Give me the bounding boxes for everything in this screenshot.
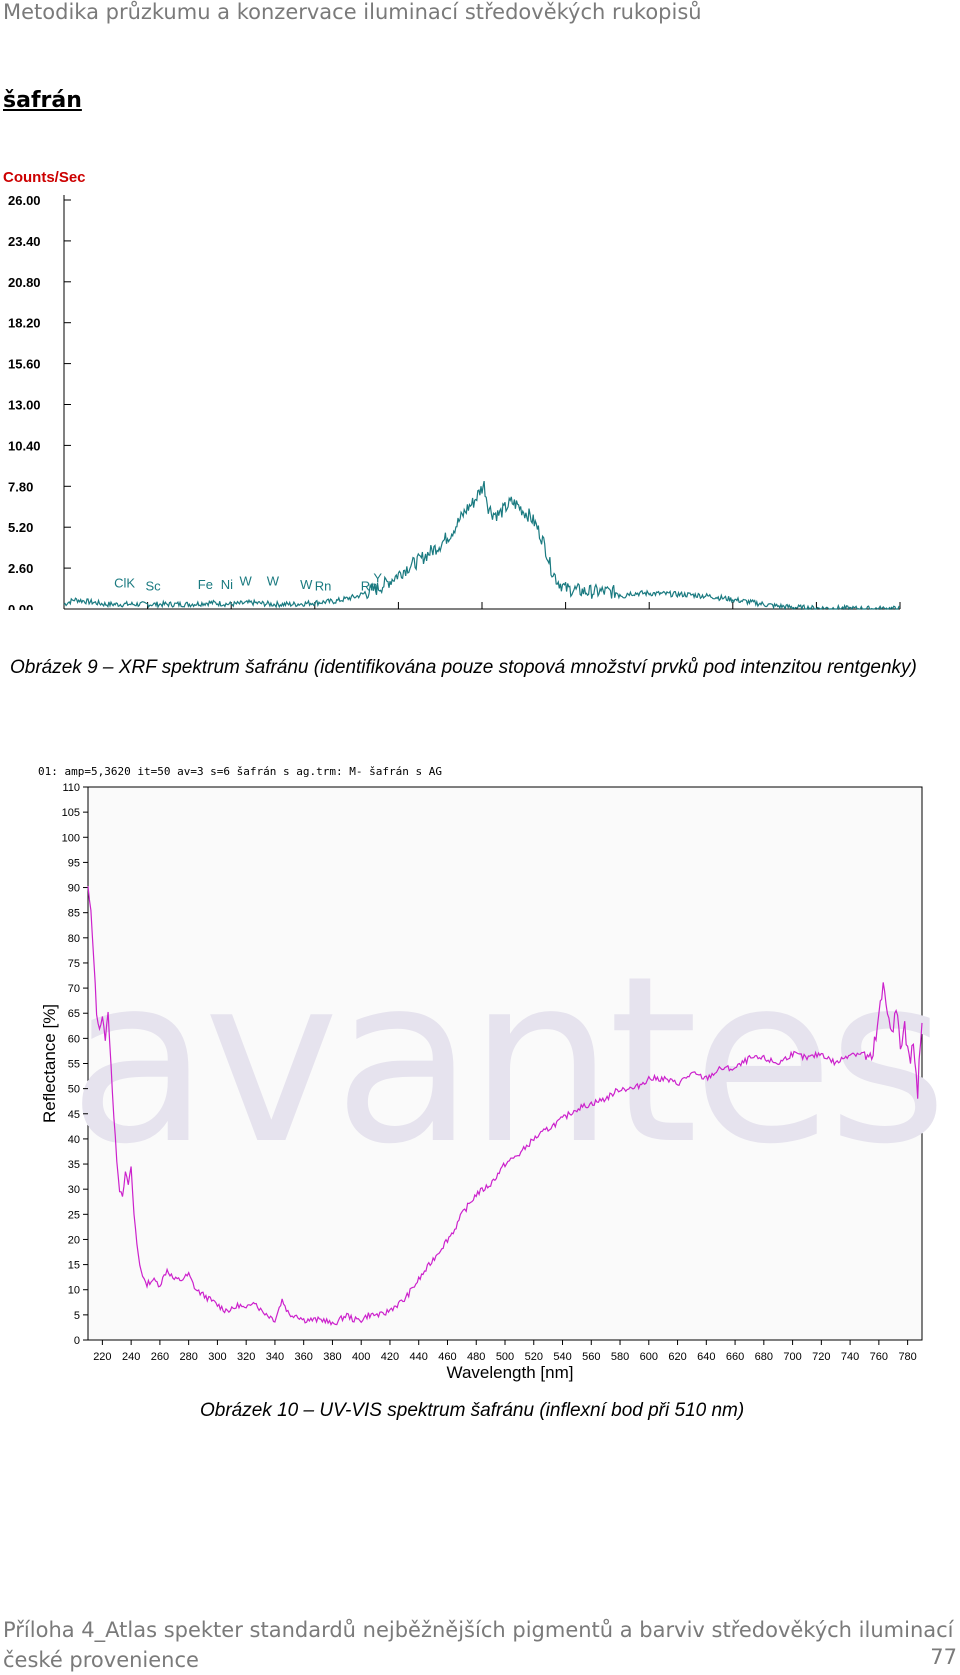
uv-x-tick-label: 580 bbox=[611, 1351, 629, 1363]
uv-y-tick-label: 90 bbox=[68, 883, 80, 895]
uv-ylabel: Reflectance [%] bbox=[40, 1004, 59, 1123]
uv-y-tick-label: 20 bbox=[68, 1234, 80, 1246]
uv-x-tick-label: 740 bbox=[841, 1351, 859, 1363]
uv-y-tick-label: 80 bbox=[68, 933, 80, 945]
uv-x-tick-label: 240 bbox=[122, 1351, 140, 1363]
uv-x-tick-label: 420 bbox=[381, 1351, 399, 1363]
uv-y-tick-label: 105 bbox=[62, 807, 80, 819]
uv-y-tick-label: 85 bbox=[68, 908, 80, 920]
xrf-element-label: ClK bbox=[114, 575, 135, 590]
xrf-element-label: W bbox=[240, 574, 253, 589]
uv-x-tick-label: 500 bbox=[496, 1351, 514, 1363]
uv-header-text: 01: amp=5,3620 it=50 av=3 s=6 šafrán s a… bbox=[38, 765, 442, 778]
uv-x-tick-label: 560 bbox=[582, 1351, 600, 1363]
uvvis-chart: 01: amp=5,3620 it=50 av=3 s=6 šafrán s a… bbox=[38, 765, 948, 1382]
uv-y-tick-label: 95 bbox=[68, 857, 80, 869]
uv-x-tick-label: 320 bbox=[237, 1351, 255, 1363]
running-header: Metodika průzkumu a konzervace iluminací… bbox=[3, 0, 702, 24]
uv-x-tick-label: 220 bbox=[93, 1351, 111, 1363]
uv-y-tick-label: 10 bbox=[68, 1285, 80, 1297]
xrf-element-label: W bbox=[267, 574, 280, 589]
uv-y-tick-label: 15 bbox=[68, 1260, 80, 1272]
uv-x-tick-label: 400 bbox=[352, 1351, 370, 1363]
uv-y-tick-label: 35 bbox=[68, 1159, 80, 1171]
uv-y-tick-label: 110 bbox=[62, 782, 80, 794]
figure10-caption: Obrázek 10 – UV-VIS spektrum šafránu (in… bbox=[200, 1400, 745, 1421]
uv-y-tick-label: 50 bbox=[68, 1084, 80, 1096]
xrf-series-line bbox=[63, 480, 901, 610]
uv-x-tick-label: 480 bbox=[467, 1351, 485, 1363]
xrf-y-tick-label: 5.20 bbox=[8, 520, 33, 535]
uv-x-tick-label: 700 bbox=[783, 1351, 801, 1363]
xrf-element-label: W bbox=[300, 577, 313, 592]
xrf-element-label: Rn bbox=[315, 578, 332, 593]
xrf-y-tick-label: 23.40 bbox=[8, 234, 41, 249]
uv-x-tick-label: 600 bbox=[640, 1351, 658, 1363]
xrf-y-tick-label: 10.40 bbox=[8, 438, 41, 453]
uv-x-tick-label: 280 bbox=[179, 1351, 197, 1363]
uv-x-tick-label: 680 bbox=[755, 1351, 773, 1363]
uv-x-tick-label: 440 bbox=[410, 1351, 428, 1363]
uv-x-tick-label: 460 bbox=[438, 1351, 456, 1363]
uv-y-tick-label: 100 bbox=[62, 832, 80, 844]
uv-x-tick-label: 540 bbox=[553, 1351, 571, 1363]
xrf-element-label: Sc bbox=[146, 578, 162, 593]
page-number: 77 bbox=[930, 1645, 957, 1669]
uv-y-tick-label: 60 bbox=[68, 1033, 80, 1045]
xrf-element-label: Fe bbox=[198, 577, 213, 592]
xrf-y-tick-label: 20.80 bbox=[8, 275, 41, 290]
uv-x-tick-label: 300 bbox=[208, 1351, 226, 1363]
xrf-y-tick-label: 26.00 bbox=[8, 193, 41, 208]
xrf-y-tick-label: 7.80 bbox=[8, 479, 33, 494]
xrf-chart: Counts/Sec 0.00 2.60 5.20 7.80 10.40 13.00 15.6… bbox=[3, 169, 901, 610]
section-title: šafrán bbox=[3, 88, 82, 113]
uv-x-tick-label: 640 bbox=[697, 1351, 715, 1363]
footer-text: Příloha 4_Atlas spekter standardů nejběž… bbox=[3, 1618, 954, 1672]
uv-y-tick-label: 55 bbox=[68, 1059, 80, 1071]
uv-y-tick-label: 30 bbox=[68, 1184, 80, 1196]
uv-y-tick-label: 75 bbox=[68, 958, 80, 970]
xrf-y-tick-label: 15.60 bbox=[8, 357, 41, 372]
uv-plot-area bbox=[87, 786, 923, 1341]
uv-x-tick-label: 520 bbox=[525, 1351, 543, 1363]
uv-x-tick-label: 380 bbox=[323, 1351, 341, 1363]
uv-x-tick-label: 760 bbox=[870, 1351, 888, 1363]
uv-xlabel: Wavelength [nm] bbox=[447, 1363, 574, 1382]
uv-y-tick-label: 45 bbox=[68, 1109, 80, 1121]
xrf-y-tick-label: 0.00 bbox=[8, 602, 33, 610]
uv-x-tick-label: 360 bbox=[295, 1351, 313, 1363]
uv-y-tick-label: 70 bbox=[68, 983, 80, 995]
uv-x-tick-label: 720 bbox=[812, 1351, 830, 1363]
figure9-caption: Obrázek 9 – XRF spektrum šafránu (identi… bbox=[10, 657, 917, 678]
uv-y-tick-label: 65 bbox=[68, 1008, 80, 1020]
xrf-element-label: Y bbox=[373, 571, 382, 586]
xrf-element-label: Ni bbox=[221, 577, 233, 592]
uv-y-tick-label: 5 bbox=[74, 1310, 80, 1322]
uv-y-tick-label: 40 bbox=[68, 1134, 80, 1146]
uv-x-tick-label: 340 bbox=[266, 1351, 284, 1363]
uv-x-tick-label: 620 bbox=[668, 1351, 686, 1363]
xrf-y-tick-label: 18.20 bbox=[8, 316, 41, 331]
xrf-ylabel: Counts/Sec bbox=[3, 169, 86, 186]
xrf-y-tick-label: 13.00 bbox=[8, 398, 41, 413]
uv-y-tick-label: 25 bbox=[68, 1209, 80, 1221]
uv-y-tick-label: 0 bbox=[74, 1335, 80, 1347]
xrf-element-label: Rn bbox=[361, 578, 378, 593]
uv-x-tick-label: 660 bbox=[726, 1351, 744, 1363]
uv-series-line bbox=[87, 886, 923, 1327]
uv-watermark: avantes bbox=[68, 928, 941, 1195]
uv-x-tick-label: 780 bbox=[898, 1351, 916, 1363]
uv-x-tick-label: 260 bbox=[151, 1351, 169, 1363]
xrf-y-tick-label: 2.60 bbox=[8, 561, 33, 576]
